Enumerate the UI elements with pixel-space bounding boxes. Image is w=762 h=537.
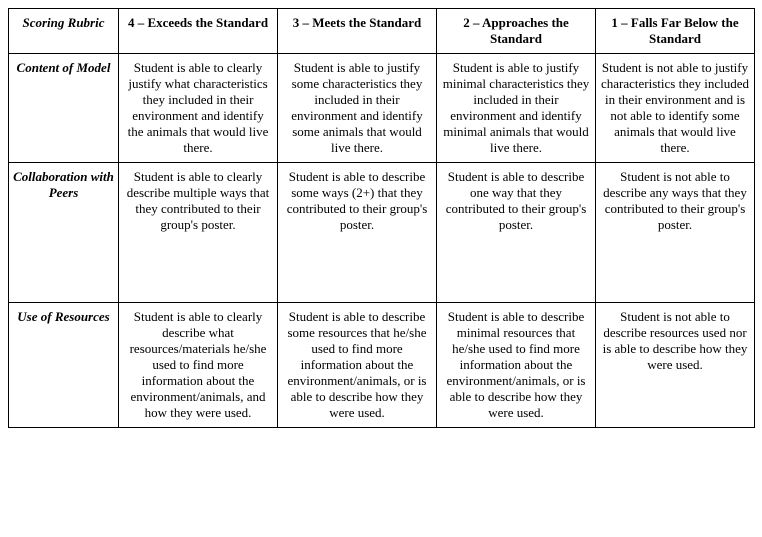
cell-content-1: Student is not able to justify character… [596,54,755,163]
cell-collab-1: Student is not able to describe any ways… [596,163,755,303]
cell-collab-4: Student is able to clearly describe mult… [119,163,278,303]
header-row: Scoring Rubric 4 – Exceeds the Standard … [9,9,755,54]
cell-collab-3: Student is able to describe some ways (2… [278,163,437,303]
row-header-collaboration: Collaboration with Peers [9,163,119,303]
cell-content-2: Student is able to justify minimal chara… [437,54,596,163]
col-header-2: 2 – Approaches the Standard [437,9,596,54]
col-header-3: 3 – Meets the Standard [278,9,437,54]
corner-header: Scoring Rubric [9,9,119,54]
cell-res-4: Student is able to clearly describe what… [119,303,278,428]
row-header-resources: Use of Resources [9,303,119,428]
col-header-1: 1 – Falls Far Below the Standard [596,9,755,54]
scoring-rubric-table: Scoring Rubric 4 – Exceeds the Standard … [8,8,755,428]
cell-content-3: Student is able to justify some characte… [278,54,437,163]
cell-res-1: Student is not able to describe resource… [596,303,755,428]
table-row: Use of Resources Student is able to clea… [9,303,755,428]
cell-res-3: Student is able to describe some resourc… [278,303,437,428]
col-header-4: 4 – Exceeds the Standard [119,9,278,54]
table-row: Content of Model Student is able to clea… [9,54,755,163]
cell-content-4: Student is able to clearly justify what … [119,54,278,163]
cell-collab-2: Student is able to describe one way that… [437,163,596,303]
table-row: Collaboration with Peers Student is able… [9,163,755,303]
cell-res-2: Student is able to describe minimal reso… [437,303,596,428]
row-header-content: Content of Model [9,54,119,163]
